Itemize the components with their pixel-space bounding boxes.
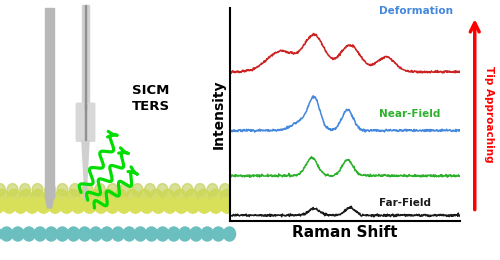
Circle shape bbox=[23, 227, 35, 241]
Circle shape bbox=[82, 184, 93, 196]
Circle shape bbox=[0, 184, 6, 196]
Circle shape bbox=[220, 198, 234, 213]
Circle shape bbox=[0, 189, 8, 203]
Circle shape bbox=[209, 198, 222, 213]
Circle shape bbox=[101, 227, 113, 241]
Circle shape bbox=[68, 227, 80, 241]
Circle shape bbox=[7, 184, 18, 196]
Circle shape bbox=[224, 227, 235, 241]
Circle shape bbox=[94, 198, 108, 213]
Circle shape bbox=[20, 189, 32, 203]
Circle shape bbox=[26, 198, 39, 213]
Circle shape bbox=[138, 189, 150, 203]
Circle shape bbox=[134, 227, 146, 241]
Circle shape bbox=[201, 227, 213, 241]
X-axis label: Raman Shift: Raman Shift bbox=[292, 225, 398, 240]
Circle shape bbox=[44, 184, 56, 196]
Circle shape bbox=[210, 189, 222, 203]
Circle shape bbox=[186, 198, 200, 213]
Circle shape bbox=[107, 184, 118, 196]
Circle shape bbox=[220, 184, 230, 196]
Circle shape bbox=[120, 184, 130, 196]
Circle shape bbox=[132, 184, 143, 196]
Circle shape bbox=[198, 198, 211, 213]
Circle shape bbox=[114, 189, 126, 203]
Circle shape bbox=[32, 189, 44, 203]
Circle shape bbox=[94, 184, 106, 196]
Circle shape bbox=[207, 184, 218, 196]
Bar bbox=[84, 5, 86, 109]
Circle shape bbox=[182, 184, 193, 196]
Text: Far-Field: Far-Field bbox=[380, 198, 432, 208]
Circle shape bbox=[146, 227, 158, 241]
Circle shape bbox=[0, 198, 4, 213]
Circle shape bbox=[12, 227, 24, 241]
Circle shape bbox=[198, 189, 209, 203]
Bar bbox=[82, 5, 89, 109]
Circle shape bbox=[168, 227, 180, 241]
Y-axis label: Intensity: Intensity bbox=[212, 80, 226, 149]
Circle shape bbox=[221, 189, 234, 203]
Circle shape bbox=[0, 227, 12, 241]
Circle shape bbox=[194, 184, 205, 196]
Circle shape bbox=[157, 184, 168, 196]
Circle shape bbox=[83, 198, 96, 213]
Circle shape bbox=[56, 189, 68, 203]
Circle shape bbox=[70, 184, 80, 196]
Circle shape bbox=[179, 227, 191, 241]
Circle shape bbox=[34, 227, 46, 241]
Text: Near-Field: Near-Field bbox=[380, 109, 441, 119]
Text: Deformation: Deformation bbox=[380, 6, 454, 16]
Circle shape bbox=[123, 227, 136, 241]
Circle shape bbox=[90, 227, 102, 241]
Circle shape bbox=[174, 189, 186, 203]
Circle shape bbox=[190, 227, 202, 241]
Circle shape bbox=[144, 184, 156, 196]
Circle shape bbox=[117, 198, 130, 213]
Circle shape bbox=[156, 227, 168, 241]
Circle shape bbox=[163, 198, 176, 213]
Circle shape bbox=[128, 198, 142, 213]
Polygon shape bbox=[84, 182, 87, 200]
Circle shape bbox=[106, 198, 120, 213]
Circle shape bbox=[72, 198, 85, 213]
Text: SICM
TERS: SICM TERS bbox=[132, 84, 170, 113]
Circle shape bbox=[112, 227, 124, 241]
Circle shape bbox=[152, 198, 165, 213]
Circle shape bbox=[8, 189, 20, 203]
Circle shape bbox=[14, 198, 28, 213]
Text: Tip Approaching: Tip Approaching bbox=[484, 66, 494, 163]
Circle shape bbox=[103, 189, 115, 203]
Bar bbox=[84, 104, 86, 140]
Circle shape bbox=[56, 227, 68, 241]
Circle shape bbox=[126, 189, 138, 203]
Circle shape bbox=[174, 198, 188, 213]
Circle shape bbox=[45, 227, 58, 241]
Circle shape bbox=[44, 189, 56, 203]
Circle shape bbox=[140, 198, 153, 213]
Polygon shape bbox=[82, 140, 89, 182]
Circle shape bbox=[212, 227, 224, 241]
Circle shape bbox=[2, 198, 16, 213]
Polygon shape bbox=[46, 198, 54, 208]
Circle shape bbox=[37, 198, 51, 213]
Bar bbox=[46, 8, 54, 198]
Circle shape bbox=[20, 184, 30, 196]
Circle shape bbox=[91, 189, 103, 203]
Circle shape bbox=[48, 198, 62, 213]
FancyBboxPatch shape bbox=[76, 103, 94, 141]
Circle shape bbox=[60, 198, 74, 213]
Circle shape bbox=[32, 184, 43, 196]
Circle shape bbox=[67, 189, 80, 203]
Circle shape bbox=[162, 189, 174, 203]
Circle shape bbox=[150, 189, 162, 203]
Circle shape bbox=[78, 227, 90, 241]
Circle shape bbox=[79, 189, 91, 203]
Circle shape bbox=[0, 227, 2, 241]
Circle shape bbox=[57, 184, 68, 196]
Circle shape bbox=[186, 189, 198, 203]
Circle shape bbox=[170, 184, 180, 196]
